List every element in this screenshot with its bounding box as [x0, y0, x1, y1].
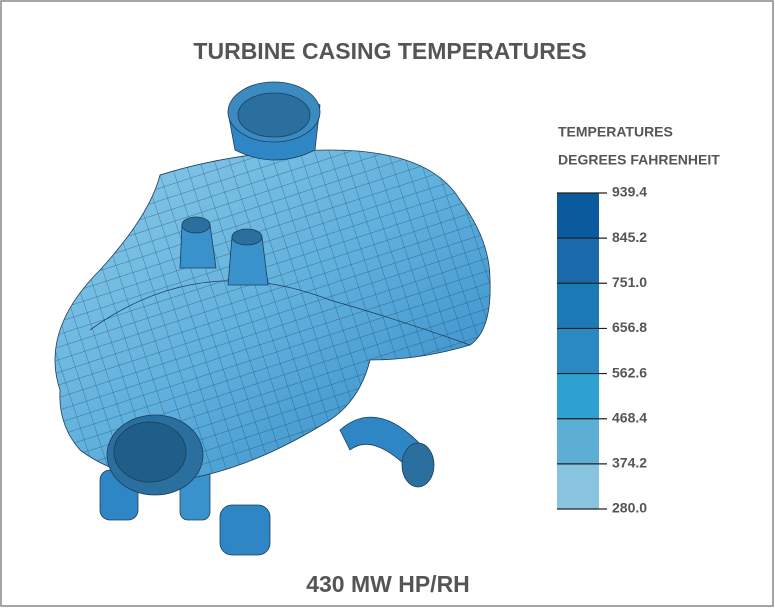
caption: 430 MW HP/RH: [306, 571, 470, 597]
tick-label: 468.4: [612, 409, 647, 425]
tick-label: 374.2: [612, 455, 647, 471]
color-band: [557, 328, 599, 373]
page: TURBINE CASING TEMPERATURES TEMPERATURES…: [0, 0, 775, 608]
tick-label: 280.0: [612, 500, 647, 516]
color-band: [557, 283, 599, 328]
color-band: [557, 464, 599, 509]
tick-label: 656.8: [612, 319, 647, 335]
legend-title: DEGREES FAHRENHEIT: [558, 152, 720, 168]
casing-model: [55, 82, 490, 555]
tick-label: 939.4: [612, 184, 647, 200]
color-band: [557, 374, 599, 419]
figure: TURBINE CASING TEMPERATURES TEMPERATURES…: [0, 0, 775, 608]
tick-label: 562.6: [612, 364, 647, 380]
tick-label: 845.2: [612, 229, 647, 245]
tick-label: 751.0: [612, 274, 647, 290]
color-band: [557, 238, 599, 283]
color-band: [557, 193, 599, 238]
legend-title: TEMPERATURES: [558, 124, 673, 140]
color-band: [557, 419, 599, 464]
color-bar: 939.4 845.2 751.0 656.8 562.6 468.4 374.2 280.0: [557, 184, 647, 516]
title: TURBINE CASING TEMPERATURES: [193, 38, 586, 64]
